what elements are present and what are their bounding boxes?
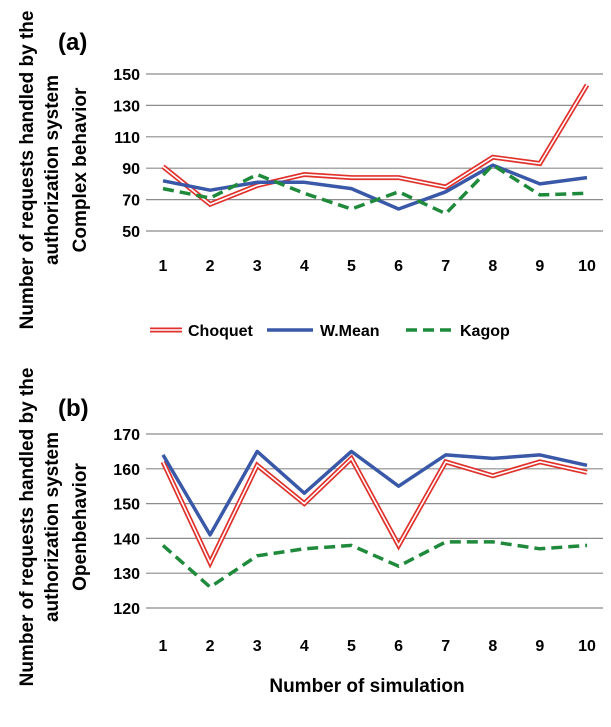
y-tick-label: 140 — [113, 531, 140, 548]
y-axis-title-line: Number of requests handled by the — [17, 368, 38, 687]
x-tick-label: 7 — [441, 638, 450, 655]
y-tick-label: 170 — [113, 427, 140, 444]
y-axis-title-line: authorization system — [42, 432, 63, 622]
x-tick-label: 2 — [206, 638, 215, 655]
x-tick-label: 2 — [206, 258, 215, 275]
y-axis-title-line: Number of requests handled by the — [17, 11, 38, 330]
legend-label-w-mean: W.Mean — [320, 323, 380, 340]
x-tick-label: 5 — [347, 258, 356, 275]
x-tick-label: 4 — [300, 638, 309, 655]
y-tick-label: 120 — [113, 601, 140, 618]
x-tick-label: 7 — [441, 258, 450, 275]
x-tick-label: 3 — [253, 638, 262, 655]
legend-label-kagop: Kagop — [460, 323, 510, 340]
y-axis-title-line: Complex behavior — [70, 87, 91, 252]
series-line-choquet-inner — [162, 84, 588, 206]
series-line-w-mean — [161, 449, 588, 537]
x-axis-title: Number of simulation — [269, 676, 464, 697]
panel-label: (b) — [58, 395, 89, 422]
x-tick-label: 9 — [535, 258, 544, 275]
x-tick-label: 1 — [159, 638, 168, 655]
series-line-kagop — [161, 540, 588, 590]
series-line-kagop — [162, 162, 588, 216]
x-tick-label: 8 — [488, 258, 497, 275]
y-tick-label: 70 — [122, 193, 140, 210]
y-tick-label: 130 — [113, 566, 140, 583]
x-tick-label: 10 — [578, 638, 596, 655]
y-tick-label: 130 — [113, 98, 140, 115]
y-axis-title-line: authorization system — [42, 75, 63, 265]
x-tick-label: 3 — [253, 258, 262, 275]
x-tick-label: 8 — [488, 638, 497, 655]
x-tick-label: 10 — [578, 258, 596, 275]
x-tick-label: 1 — [159, 258, 168, 275]
y-tick-label: 160 — [113, 462, 140, 479]
y-tick-label: 150 — [113, 67, 140, 84]
x-tick-label: 6 — [394, 638, 403, 655]
panel-label: (a) — [58, 29, 87, 56]
legend-label-choquet: Choquet — [188, 323, 254, 340]
y-tick-label: 90 — [122, 161, 140, 178]
series-line-w-mean — [162, 163, 588, 211]
x-tick-label: 5 — [347, 638, 356, 655]
y-axis-title-line: Openbehavior — [70, 463, 91, 591]
y-tick-label: 150 — [113, 497, 140, 514]
series-line-choquet-inner — [162, 457, 588, 565]
y-tick-label: 110 — [114, 130, 140, 147]
x-tick-label: 4 — [300, 258, 309, 275]
x-tick-label: 6 — [394, 258, 403, 275]
x-tick-label: 9 — [535, 638, 544, 655]
y-tick-label: 50 — [122, 224, 140, 241]
